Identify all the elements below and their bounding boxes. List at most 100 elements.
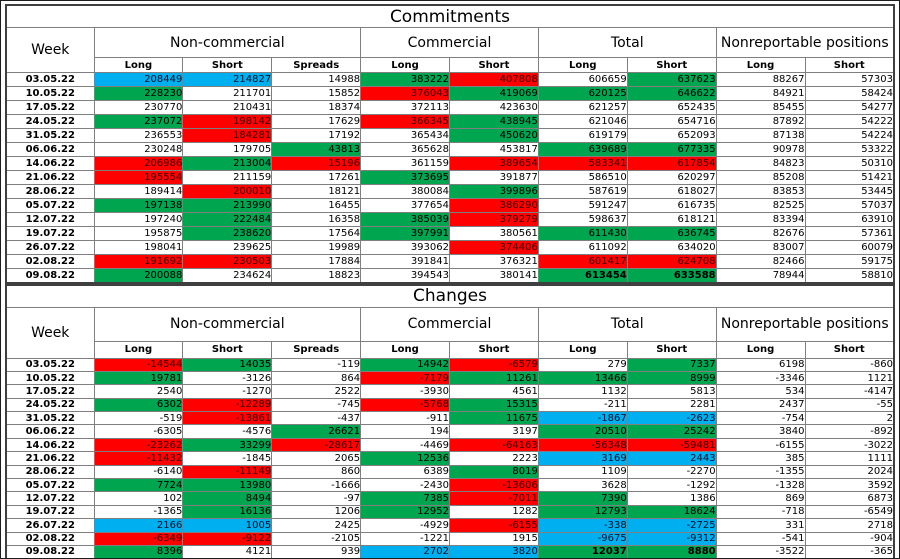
- table-row: 03.05.22 -14544 14035 -119 14942 -6579 279 7337…: [5, 357, 895, 372]
- value-cell: 3592: [804, 478, 895, 493]
- week-date: 09.08.22: [5, 268, 95, 283]
- table-row: 19.07.22 -1365 16136 1206 12952 1282 12793 1862…: [5, 504, 895, 520]
- value-cell: 391877: [449, 170, 539, 185]
- value-cell: 7724: [93, 478, 184, 493]
- value-cell: 1121: [804, 370, 895, 386]
- value-cell: -13861: [182, 411, 273, 426]
- value-cell: 438945: [449, 114, 539, 129]
- value-cell: 864: [271, 370, 362, 386]
- value-cell: 11675: [449, 411, 539, 426]
- value-cell: 391841: [360, 254, 450, 269]
- value-cell: 365434: [360, 128, 450, 143]
- value-cell: 228230: [93, 86, 184, 101]
- value-cell: 2718: [804, 518, 895, 533]
- value-cell: 646622: [626, 86, 717, 101]
- value-cell: 1206: [271, 504, 362, 520]
- value-cell: -11432: [93, 451, 184, 466]
- value-cell: 102: [93, 491, 184, 506]
- week-date: 14.06.22: [5, 156, 95, 171]
- value-cell: 6873: [804, 491, 895, 506]
- value-cell: 195554: [93, 170, 184, 185]
- value-cell: 16455: [271, 198, 362, 213]
- value-cell: 613454: [537, 268, 628, 283]
- value-cell: 1111: [804, 451, 895, 466]
- value-cell: 12952: [360, 504, 450, 520]
- value-cell: 12037: [537, 544, 628, 558]
- value-cell: 237072: [93, 114, 184, 129]
- value-cell: 587619: [537, 184, 628, 199]
- value-cell: 15196: [271, 156, 362, 171]
- value-cell: 85208: [715, 170, 806, 185]
- value-cell: -6155: [715, 437, 806, 453]
- value-cell: 6198: [715, 357, 806, 372]
- value-cell: 450620: [449, 128, 539, 143]
- table-row: 03.05.22 208449 214827 14988 383222 407808 606…: [5, 72, 895, 87]
- value-cell: 11261: [449, 370, 539, 386]
- week-date: 28.06.22: [5, 464, 95, 480]
- table-row: 05.07.22 7724 13980 -1666 -2430 -13606 3628 -12…: [5, 478, 895, 493]
- value-cell: 17261: [271, 170, 362, 185]
- value-cell: 636745: [626, 226, 717, 241]
- value-cell: -9675: [537, 531, 628, 546]
- value-cell: -28617: [271, 437, 362, 453]
- value-cell: -14544: [93, 357, 184, 372]
- value-cell: -119: [271, 357, 362, 372]
- table-title: Changes: [5, 284, 895, 308]
- value-cell: 2: [804, 411, 895, 426]
- value-cell: 26621: [271, 424, 362, 439]
- value-cell: 53445: [804, 184, 895, 199]
- value-cell: 200088: [93, 268, 184, 283]
- value-cell: 2702: [360, 544, 450, 558]
- value-cell: -365: [804, 544, 895, 558]
- value-cell: 18121: [271, 184, 362, 199]
- week-date: 26.07.22: [5, 518, 95, 533]
- value-cell: 8880: [626, 544, 717, 558]
- week-date: 21.06.22: [5, 451, 95, 466]
- value-cell: 4121: [182, 544, 273, 558]
- value-cell: 399896: [449, 184, 539, 199]
- value-cell: -1845: [182, 451, 273, 466]
- value-cell: 374406: [449, 240, 539, 255]
- week-date: 31.05.22: [5, 411, 95, 426]
- value-cell: 373695: [360, 170, 450, 185]
- value-cell: -4576: [182, 424, 273, 439]
- value-cell: 12536: [360, 451, 450, 466]
- value-cell: -2105: [271, 531, 362, 546]
- value-cell: -59481: [626, 437, 717, 453]
- table-row: 24.05.22 6302 -12289 -745 -5768 15315 -211 2281…: [5, 397, 895, 413]
- value-cell: 652093: [626, 128, 717, 143]
- value-cell: 238620: [182, 226, 273, 241]
- table-row: 31.05.22 236553 184281 17192 365434 450620 619…: [5, 128, 895, 143]
- week-date: 26.07.22: [5, 240, 95, 255]
- week-date: 02.08.22: [5, 531, 95, 546]
- group-header: Commercial: [360, 306, 539, 342]
- value-cell: -1221: [360, 531, 450, 546]
- value-cell: 20510: [537, 424, 628, 439]
- week-date: 05.07.22: [5, 198, 95, 213]
- value-cell: 652435: [626, 100, 717, 115]
- value-cell: 617854: [626, 156, 717, 171]
- value-cell: 383222: [360, 72, 450, 87]
- value-cell: 210431: [182, 100, 273, 115]
- value-cell: -6305: [93, 424, 184, 439]
- value-cell: 195875: [93, 226, 184, 241]
- value-cell: 211159: [182, 170, 273, 185]
- table-row: 05.07.22 197138 213990 16455 377654 386290 591…: [5, 198, 895, 213]
- value-cell: -2623: [626, 411, 717, 426]
- value-cell: 13466: [537, 370, 628, 386]
- week-date: 14.06.22: [5, 437, 95, 453]
- week-column-header: Week: [5, 306, 95, 359]
- week-date: 09.08.22: [5, 544, 95, 558]
- value-cell: 2281: [626, 397, 717, 413]
- value-cell: 3820: [449, 544, 539, 558]
- table-row: 21.06.22 195554 211159 17261 373695 391877 586…: [5, 170, 895, 185]
- value-cell: 208449: [93, 72, 184, 87]
- value-cell: -7179: [360, 370, 450, 386]
- value-cell: 222484: [182, 212, 273, 227]
- value-cell: 611092: [537, 240, 628, 255]
- value-cell: -9122: [182, 531, 273, 546]
- value-cell: 90978: [715, 142, 806, 157]
- value-cell: 17192: [271, 128, 362, 143]
- value-cell: 234624: [182, 268, 273, 283]
- value-cell: 389654: [449, 156, 539, 171]
